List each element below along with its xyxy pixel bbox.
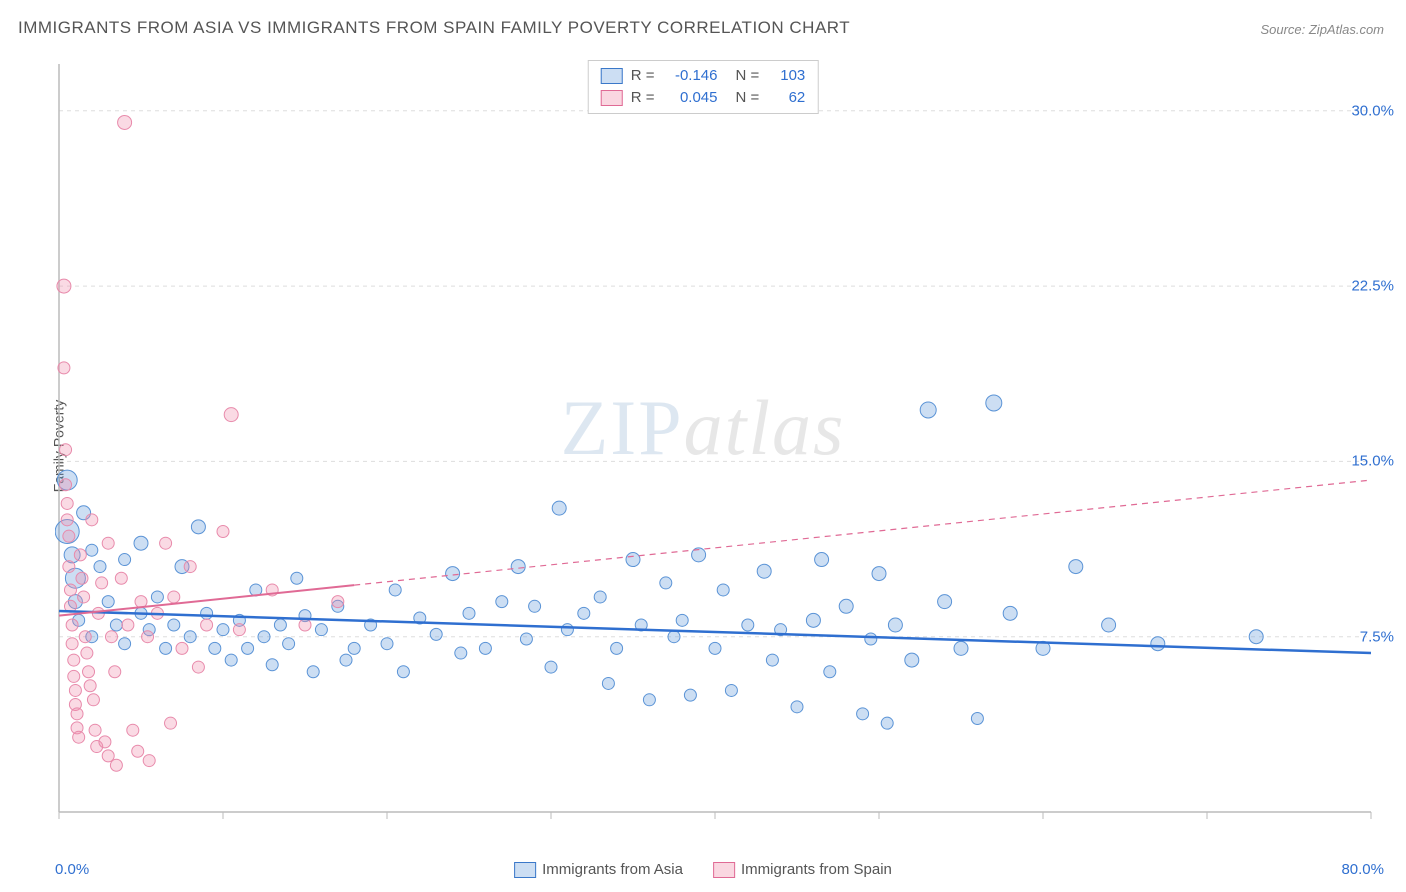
x-axis-max-label: 80.0%: [1341, 861, 1384, 878]
swatch-blue-icon: [514, 862, 536, 878]
n-label: N =: [736, 65, 760, 87]
y-tick-label: 7.5%: [1360, 628, 1394, 645]
y-tick-label: 22.5%: [1351, 278, 1394, 295]
r-value-asia: -0.146: [663, 65, 718, 87]
r-label: R =: [631, 87, 655, 109]
n-value-spain: 62: [767, 87, 805, 109]
chart-title: IMMIGRANTS FROM ASIA VS IMMIGRANTS FROM …: [18, 18, 850, 38]
legend-label-spain: Immigrants from Spain: [741, 861, 892, 878]
series-legend: Immigrants from Asia Immigrants from Spa…: [514, 861, 892, 878]
scatter-plot: [55, 60, 1375, 840]
correlation-legend: R = -0.146 N = 103 R = 0.045 N = 62: [588, 60, 819, 114]
swatch-pink-icon: [713, 862, 735, 878]
y-tick-label: 30.0%: [1351, 102, 1394, 119]
r-label: R =: [631, 65, 655, 87]
y-tick-label: 15.0%: [1351, 453, 1394, 470]
legend-item-asia: Immigrants from Asia: [514, 861, 683, 878]
swatch-pink-icon: [601, 90, 623, 106]
n-value-asia: 103: [767, 65, 805, 87]
legend-label-asia: Immigrants from Asia: [542, 861, 683, 878]
r-value-spain: 0.045: [663, 87, 718, 109]
n-label: N =: [736, 87, 760, 109]
legend-item-spain: Immigrants from Spain: [713, 861, 892, 878]
source-attribution: Source: ZipAtlas.com: [1260, 22, 1384, 37]
x-axis-min-label: 0.0%: [55, 861, 89, 878]
correlation-row-spain: R = 0.045 N = 62: [601, 87, 806, 109]
swatch-blue-icon: [601, 68, 623, 84]
correlation-row-asia: R = -0.146 N = 103: [601, 65, 806, 87]
